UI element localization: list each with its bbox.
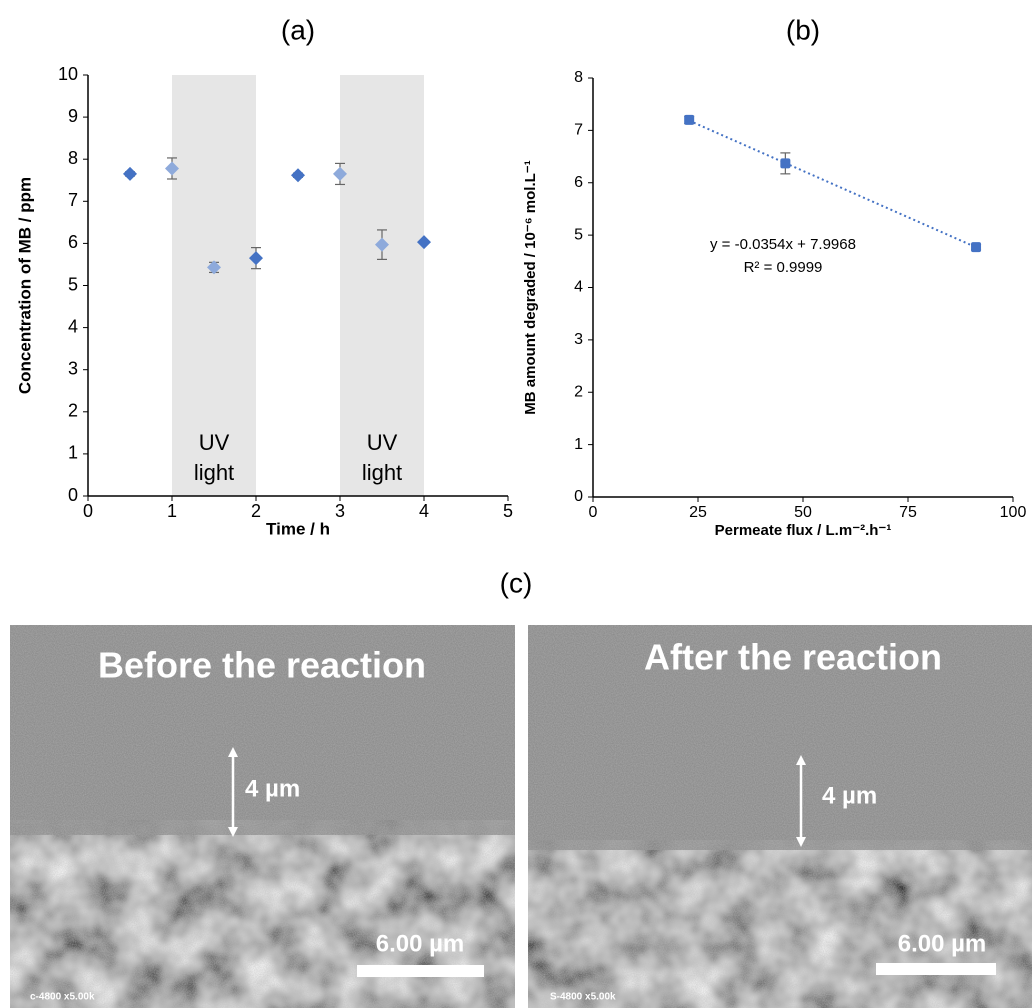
y-tick-label: 4 [574, 279, 583, 296]
chart-title: (a) [281, 14, 315, 45]
region-label: UV [199, 430, 230, 455]
trendline-equation: y = -0.0354x + 7.9968 [710, 236, 856, 253]
scale-bar-label: 6.00 µm [376, 930, 465, 957]
y-tick-label: 0 [574, 488, 583, 505]
x-tick-label: 3 [335, 501, 345, 521]
sem-image: After the reaction 4 µm 6.00 µm S-4800 x… [528, 625, 1032, 1008]
image-title: After the reaction [644, 637, 942, 678]
point [333, 166, 347, 181]
instrument-label: S-4800 x5.00k [550, 992, 616, 1003]
x-tick-label: 0 [83, 501, 93, 521]
chart-title: (b) [786, 14, 820, 45]
y-tick-label: 3 [68, 358, 78, 378]
x-tick-label: 1 [167, 501, 177, 521]
y-tick-label: 7 [68, 190, 78, 210]
x-tick-label: 100 [1000, 504, 1027, 521]
y-tick-label: 5 [68, 274, 78, 294]
x-tick-label: 25 [689, 504, 707, 521]
y-tick-label: 3 [574, 331, 583, 348]
y-tick-label: 2 [574, 383, 583, 400]
y-tick-label: 4 [68, 316, 78, 336]
point [971, 242, 982, 253]
x-axis-label: Permeate flux / L.m⁻².h⁻¹ [715, 522, 892, 539]
x-tick-label: 5 [503, 501, 513, 521]
y-tick-label: 7 [574, 122, 583, 139]
point [165, 161, 179, 176]
point [291, 168, 305, 183]
y-tick-label: 1 [574, 436, 583, 453]
point [375, 237, 389, 252]
y-tick-label: 0 [68, 485, 78, 505]
y-tick-label: 6 [68, 232, 78, 252]
region-label: light [362, 460, 402, 485]
point [417, 235, 431, 250]
region-label: light [194, 460, 234, 485]
y-axis-label: Concentration of MB / ppm [15, 177, 34, 394]
point [684, 114, 695, 125]
y-tick-label: 2 [68, 401, 78, 421]
sem-image: Before the reaction 4 µm 6.00 µm c-4800 … [10, 625, 515, 1008]
x-tick-label: 2 [251, 501, 261, 521]
y-tick-label: 8 [68, 148, 78, 168]
point [123, 166, 137, 181]
trendline [688, 119, 977, 249]
y-axis-label: MB amount degraded / 10⁻⁶ mol.L⁻¹ [522, 160, 539, 414]
x-tick-label: 4 [419, 501, 429, 521]
scale-bar-label: 6.00 µm [898, 930, 987, 957]
y-tick-label: 1 [68, 443, 78, 463]
y-tick-label: 10 [58, 64, 78, 84]
shaded-region [172, 75, 256, 496]
thickness-label: 4 µm [822, 782, 877, 809]
y-tick-label: 8 [574, 69, 583, 86]
instrument-label: c-4800 x5.00k [30, 992, 95, 1003]
point [780, 158, 791, 169]
thickness-label: 4 µm [245, 775, 300, 802]
y-tick-label: 9 [68, 106, 78, 126]
shaded-region [340, 75, 424, 496]
x-tick-label: 75 [899, 504, 917, 521]
x-tick-label: 0 [589, 504, 598, 521]
y-tick-label: 6 [574, 174, 583, 191]
x-axis-label: Time / h [266, 519, 330, 538]
region-label: UV [367, 430, 398, 455]
point [207, 260, 221, 275]
trendline-r2: R² = 0.9999 [744, 259, 823, 276]
panel-label: (c) [500, 567, 533, 598]
point [249, 251, 263, 266]
y-tick-label: 5 [574, 226, 583, 243]
x-tick-label: 50 [794, 504, 812, 521]
image-title: Before the reaction [98, 645, 426, 686]
